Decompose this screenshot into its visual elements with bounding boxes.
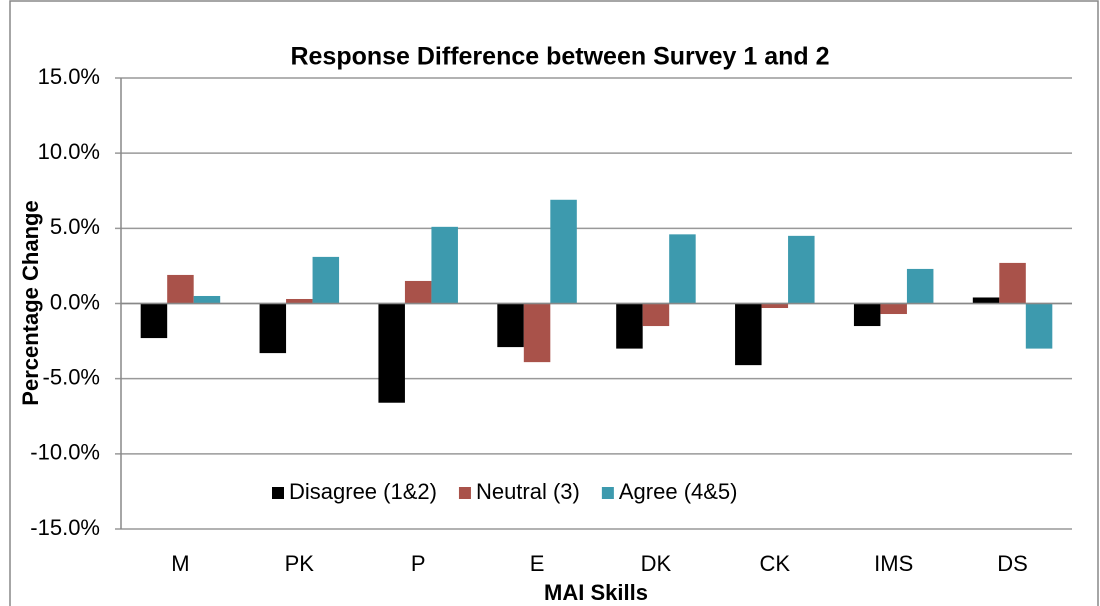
legend-label: Disagree (1&2) bbox=[289, 479, 437, 504]
bar bbox=[286, 298, 313, 304]
bar bbox=[788, 235, 815, 304]
chart-title: Response Difference between Survey 1 and… bbox=[290, 43, 829, 71]
bar bbox=[972, 297, 1000, 304]
bar bbox=[735, 303, 762, 366]
bar bbox=[193, 295, 221, 304]
x-tick-label: IMS bbox=[874, 551, 913, 576]
legend-swatch bbox=[272, 487, 284, 499]
y-tick-label: 5.0% bbox=[50, 214, 100, 239]
x-axis-label: MAI Skills bbox=[544, 580, 648, 605]
bar bbox=[497, 303, 524, 348]
bar bbox=[669, 234, 696, 304]
legend-label: Neutral (3) bbox=[476, 479, 580, 504]
legend-swatch bbox=[601, 487, 614, 499]
y-tick-label: 15.0% bbox=[38, 64, 100, 89]
y-tick-label: -10.0% bbox=[30, 440, 100, 465]
y-tick-label: -5.0% bbox=[43, 364, 100, 389]
bar bbox=[378, 303, 405, 403]
y-tick-label: 10.0% bbox=[38, 139, 100, 164]
legend-label: Agree (4&5) bbox=[619, 479, 738, 504]
bar bbox=[312, 256, 340, 304]
bar bbox=[140, 303, 168, 339]
bar bbox=[616, 303, 643, 349]
bar bbox=[550, 199, 577, 304]
y-tick-label: 0.0% bbox=[50, 289, 100, 314]
x-tick-label: E bbox=[530, 551, 545, 576]
bar bbox=[999, 262, 1026, 304]
x-tick-label: DK bbox=[641, 551, 672, 576]
bar bbox=[404, 280, 432, 304]
bar bbox=[642, 303, 670, 327]
y-tick-label: -15.0% bbox=[30, 515, 100, 540]
x-tick-label: M bbox=[171, 551, 189, 576]
bar bbox=[523, 303, 551, 363]
x-tick-label: DS bbox=[997, 551, 1028, 576]
x-tick-label: P bbox=[411, 551, 426, 576]
y-axis-label: Percentage Change bbox=[18, 200, 43, 405]
chart-frame bbox=[9, 0, 1099, 606]
legend-swatch bbox=[458, 487, 471, 499]
bar bbox=[167, 274, 194, 304]
bar bbox=[1025, 303, 1053, 349]
bar bbox=[853, 303, 881, 327]
bar bbox=[431, 226, 458, 304]
x-tick-label: CK bbox=[760, 551, 791, 576]
bar bbox=[880, 303, 907, 315]
x-tick-label: PK bbox=[285, 551, 315, 576]
bar bbox=[761, 303, 789, 309]
bar bbox=[906, 268, 934, 304]
bar bbox=[259, 303, 287, 354]
